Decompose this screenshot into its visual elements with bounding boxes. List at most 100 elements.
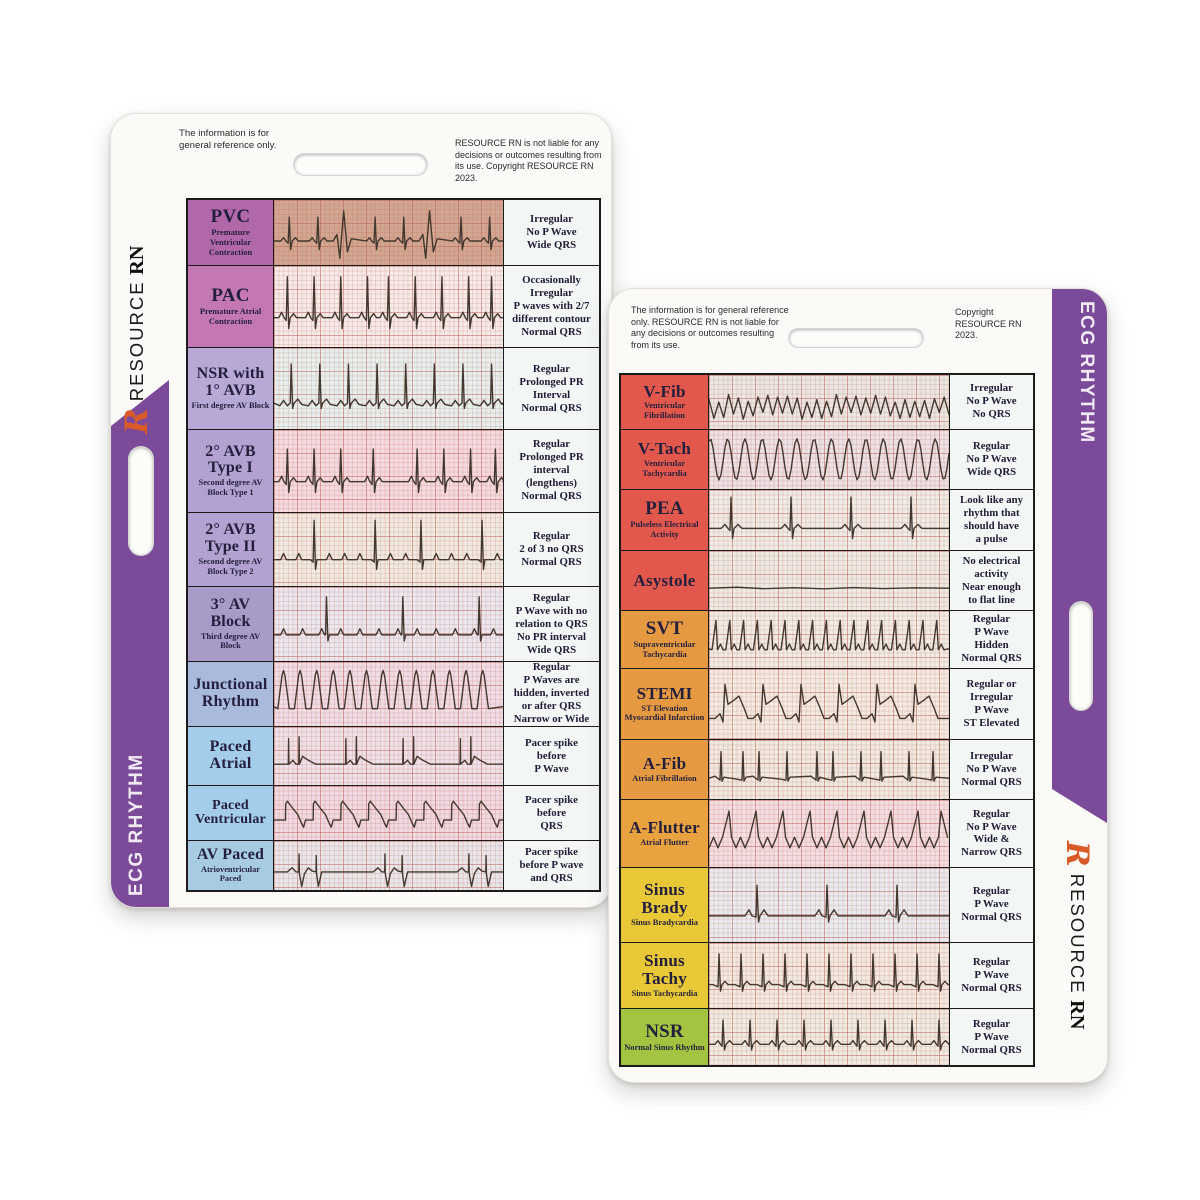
rhythm-notes: Regular P Wave Normal QRS — [950, 867, 1033, 942]
note-line: relation to QRS — [515, 617, 588, 630]
rhythm-table-front: PVC Premature Ventricular Contraction Irre… — [186, 198, 601, 892]
note-line: Regular — [532, 438, 571, 451]
rhythm-subtitle: Second degree AV Block Type 2 — [198, 556, 263, 576]
rhythm-label: Asystole — [621, 551, 709, 610]
rhythm-subtitle: Atrioventricular Paced — [200, 864, 261, 884]
note-line: Irregular — [530, 287, 573, 300]
rhythm-notes: Irregular No P Wave Wide QRS — [504, 200, 599, 265]
note-line: Regular — [532, 530, 571, 543]
rhythm-label: 2° AVB Type I Second degree AV Block Type… — [188, 430, 274, 512]
sinus_tachy-waveform-icon — [709, 943, 949, 1009]
note-line: Pacer spike — [525, 846, 578, 859]
note-line: Look like any — [960, 493, 1023, 506]
note-line: Irregular — [970, 691, 1013, 704]
rhythm-row-paced-ventricular: Paced Ventricular Pacer spike before QRS — [188, 786, 599, 842]
rhythm-title: 3° AV Block — [210, 595, 251, 630]
rhythm-label: NSR with 1° AVB First degree AV Block — [188, 348, 274, 429]
svt-waveform-icon — [709, 611, 949, 668]
rhythm-row-3-av-block: 3° AV Block Third degree AV Block Regular P… — [188, 587, 599, 662]
rhythm-row-nsr-with-1-avb: NSR with 1° AVB First degree AV Block Regu… — [188, 348, 599, 430]
paced_ventricular-waveform-icon — [274, 786, 503, 840]
rhythm-title: 2° AVB Type I — [205, 442, 256, 477]
rhythm-notes: Regular Prolonged PR interval (lengthens) No… — [504, 430, 599, 512]
paced_atrial-waveform-icon — [274, 727, 503, 786]
rhythm-row-a-fib: A-Fib Atrial Fibrillation Irregular No P Wa… — [621, 740, 1033, 801]
ecg-strip — [709, 1009, 950, 1065]
rhythm-label: 2° AVB Type II Second degree AV Block Typ… — [188, 512, 274, 587]
rhythm-title: SVT — [645, 617, 684, 639]
ecg-strip — [274, 661, 504, 726]
brand-name: RESOURCE — [1067, 873, 1088, 995]
badge-slot-vertical — [128, 446, 154, 556]
note-line: to flat line — [968, 593, 1015, 606]
note-line: Normal QRS — [961, 1043, 1022, 1056]
rhythm-row-2-avb-type-i: 2° AVB Type I Second degree AV Block Type… — [188, 430, 599, 513]
rhythm-notes: Regular P Wave Normal QRS — [950, 942, 1033, 1009]
rhythm-notes: Regular Prolonged PR Interval Normal QRS — [504, 348, 599, 429]
rhythm-label: Paced Atrial — [188, 726, 274, 786]
rhythm-notes: Regular P Wave with no relation to QRS No P… — [504, 587, 599, 661]
resource-rn-logo-icon: R — [1059, 841, 1095, 867]
junctional-waveform-icon — [274, 662, 503, 726]
note-line: Regular — [972, 955, 1011, 968]
rhythm-row-stemi: STEMI ST Elevation Myocardial Infarction R… — [621, 668, 1033, 741]
rhythm-title: NSR with 1° AVB — [196, 365, 265, 400]
rhythm-notes: Irregular No P Wave Normal QRS — [950, 740, 1033, 800]
brand-vertical-back: R RESOURCE RN — [1047, 841, 1095, 1077]
rhythm-notes: Pacer spike before QRS — [504, 786, 599, 841]
nsr_1avb-waveform-icon — [274, 348, 503, 429]
note-line: (lengthens) — [526, 477, 577, 490]
note-line: Regular — [532, 661, 571, 674]
rhythm-row-v-tach: V-Tach Ventricular Tachycardia Regular No P… — [621, 429, 1033, 490]
note-line: Prolonged PR — [519, 451, 584, 464]
note-line: No QRS — [972, 408, 1011, 421]
note-line: or after QRS — [521, 700, 582, 713]
ecg-strip — [709, 942, 950, 1009]
rhythm-subtitle: Premature Ventricular Contraction — [208, 227, 253, 257]
ecg-strip — [274, 786, 504, 841]
nsr-waveform-icon — [709, 1009, 949, 1065]
rhythm-row-v-fib: V-Fib Ventricular Fibrillation Irregular No… — [621, 375, 1033, 430]
rhythm-title: A-Fib — [642, 754, 687, 774]
disclaimer-front-right: RESOURCE RN is not liable for any decisi… — [455, 138, 602, 184]
ecg-strip — [709, 668, 950, 740]
rhythm-subtitle: First degree AV Block — [191, 401, 270, 411]
rhythm-label: Sinus Tachy Sinus Tachycardia — [621, 942, 709, 1009]
ecg-strip — [274, 265, 504, 348]
ecg-strip — [709, 489, 950, 551]
note-line: Normal QRS — [961, 776, 1022, 789]
rhythm-notes: Regular or Irregular P Wave ST Elevated — [950, 668, 1033, 740]
note-line: Normal QRS — [521, 490, 582, 503]
ecg-strip — [709, 867, 950, 942]
note-line: Irregular — [970, 750, 1013, 763]
note-line: Narrow or Wide — [513, 713, 590, 726]
note-line: No P Wave — [966, 452, 1017, 465]
note-line: No electrical — [962, 554, 1021, 567]
rhythm-title: Sinus Brady — [641, 880, 688, 918]
note-line: activity — [974, 567, 1009, 580]
afib-waveform-icon — [709, 740, 949, 799]
note-line: hidden, inverted — [513, 687, 590, 700]
stemi-waveform-icon — [709, 669, 949, 740]
rhythm-subtitle: Premature Atrial Contraction — [199, 307, 262, 326]
note-line: Narrow QRS — [961, 846, 1022, 859]
rhythm-row-2-avb-type-ii: 2° AVB Type II Second degree AV Block Typ… — [188, 512, 599, 588]
note-line: should have — [964, 519, 1019, 532]
rhythm-label: PVC Premature Ventricular Contraction — [188, 200, 274, 265]
ecg-strip — [709, 740, 950, 800]
note-line: QRS — [540, 819, 563, 832]
ecg-strip — [274, 512, 504, 587]
rhythm-notes: Regular P Wave Normal QRS — [950, 1009, 1033, 1065]
rhythm-subtitle: Ventricular Fibrillation — [643, 401, 686, 421]
rhythm-label: PEA Pulseless Electrical Activity — [621, 489, 709, 551]
badge-slot-top — [788, 328, 924, 348]
rhythm-title: STEMI — [636, 683, 693, 703]
note-line: Regular or — [966, 678, 1017, 691]
note-line: before — [536, 806, 567, 819]
ecg-strip — [274, 348, 504, 429]
ecg-strip — [274, 841, 504, 890]
rhythm-title: Asystole — [633, 570, 696, 590]
note-line: Wide QRS — [526, 238, 577, 251]
note-line: Irregular — [530, 212, 573, 225]
